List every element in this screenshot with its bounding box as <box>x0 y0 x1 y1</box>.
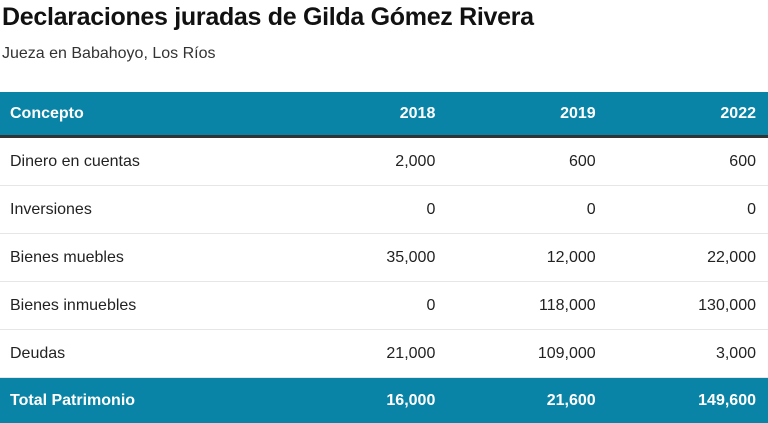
table-cell: Deudas <box>0 330 305 378</box>
table-cell: 12,000 <box>447 234 607 282</box>
table-cell: Bienes muebles <box>0 234 305 282</box>
column-header: 2018 <box>305 92 447 137</box>
table-cell: 2,000 <box>305 137 447 186</box>
table-cell: 35,000 <box>305 234 447 282</box>
declarations-table: Concepto 2018 2019 2022 Dinero en cuenta… <box>0 92 768 423</box>
table-cell: 600 <box>608 137 768 186</box>
table-cell: 22,000 <box>608 234 768 282</box>
table-cell: 0 <box>608 186 768 234</box>
table-cell: 0 <box>447 186 607 234</box>
subtitle: Jueza en Babahoyo, Los Ríos <box>2 45 215 63</box>
table-cell: 118,000 <box>447 282 607 330</box>
table-cell: Bienes inmuebles <box>0 282 305 330</box>
table-cell: Total Patrimonio <box>0 378 305 423</box>
table-cell: Inversiones <box>0 186 305 234</box>
table-cell: 21,000 <box>305 330 447 378</box>
table-cell: 0 <box>305 186 447 234</box>
table-cell: Dinero en cuentas <box>0 137 305 186</box>
table-cell: 600 <box>447 137 607 186</box>
column-header: Concepto <box>0 92 305 137</box>
table-cell: 16,000 <box>305 378 447 423</box>
total-row: Total Patrimonio 16,000 21,600 149,600 <box>0 378 768 423</box>
table-cell: 0 <box>305 282 447 330</box>
column-header: 2019 <box>447 92 607 137</box>
page-title: Declaraciones juradas de Gilda Gómez Riv… <box>2 3 534 32</box>
table-cell: 149,600 <box>608 378 768 423</box>
column-header: 2022 <box>608 92 768 137</box>
header-row: Concepto 2018 2019 2022 <box>0 92 768 137</box>
table-cell: 130,000 <box>608 282 768 330</box>
table-cell: 21,600 <box>447 378 607 423</box>
table-cell: 3,000 <box>608 330 768 378</box>
table-cell: 109,000 <box>447 330 607 378</box>
